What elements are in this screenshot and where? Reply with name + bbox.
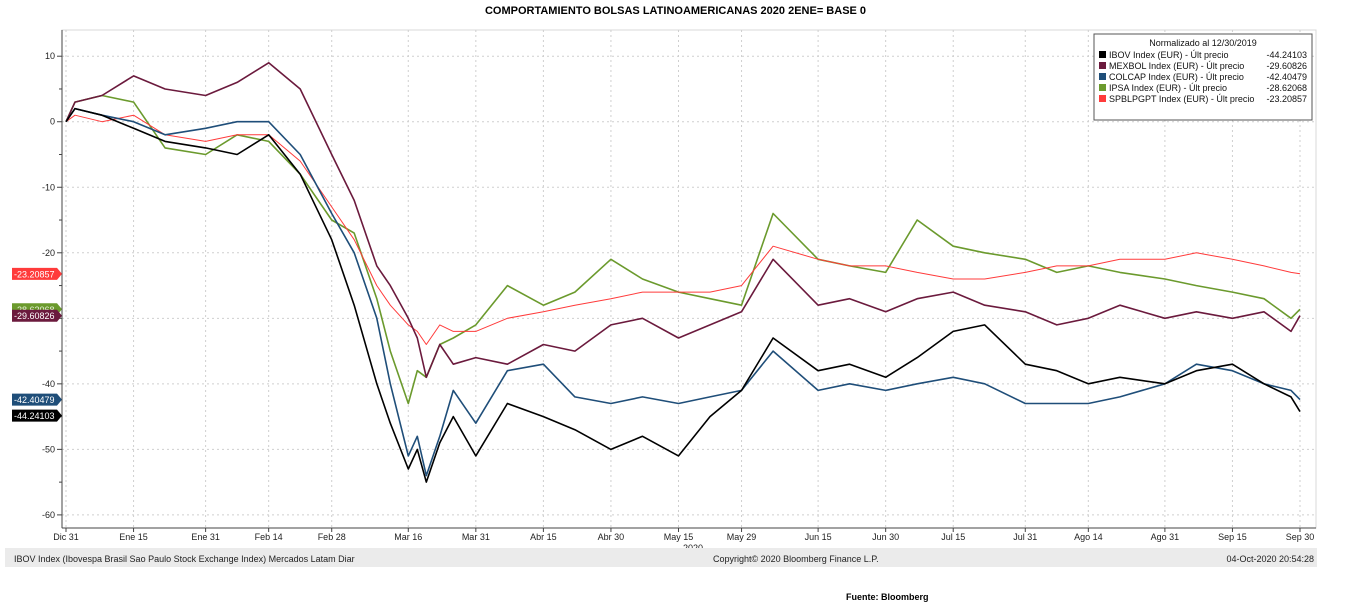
y-tick-label: 10 [45,51,55,61]
x-tick-label: Feb 14 [255,532,283,542]
x-tick-label: Sep 30 [1286,532,1315,542]
y-tick-label: -50 [42,444,55,454]
last-value-labels: -23.20857-28.62068-29.60826-42.40479-44.… [12,267,62,422]
legend-series-value: -42.40479 [1266,72,1307,82]
legend-series-name: COLCAP Index (EUR) - Últ precio [1109,72,1244,82]
y-tick-label: -40 [42,379,55,389]
footer-left-text: IBOV Index (Ibovespa Brasil Sao Paulo St… [14,554,355,564]
x-tick-label: Sep 15 [1218,532,1247,542]
x-tick-label: Jul 15 [941,532,965,542]
last-value-tag-colcap: -42.40479 [12,393,62,406]
y-tick-label: -10 [42,182,55,192]
last-value-tag-ibov: -44.24103 [12,409,62,422]
legend-series-name: IBOV Index (EUR) - Últ precio [1109,50,1229,60]
legend-series-value: -28.62068 [1266,83,1307,93]
legend-series-name: MEXBOL Index (EUR) - Últ precio [1109,61,1244,71]
legend-swatch [1099,95,1106,102]
tag-shape [12,309,62,322]
x-tick-label: Abr 30 [598,532,625,542]
legend-series-name: SPBLPGPT Index (EUR) - Últ precio [1109,94,1254,104]
series-line-colcap [65,107,1301,477]
series-line-spblpgpt [65,114,1301,345]
legend-series-name: IPSA Index (EUR) - Últ precio [1109,83,1227,93]
x-tick-label: Ene 31 [191,532,220,542]
x-tick-label: Jun 30 [872,532,899,542]
tag-value: -23.20857 [14,269,55,279]
x-tick-label: Feb 28 [318,532,346,542]
legend-swatch [1099,84,1106,91]
x-tick-label: May 15 [664,532,694,542]
x-tick-label: Mar 16 [394,532,422,542]
tag-value: -29.60826 [14,311,55,321]
last-value-tag-mexbol: -29.60826 [12,309,62,322]
grid [62,30,1316,528]
chart-title: COMPORTAMIENTO BOLSAS LATINOAMERICANAS 2… [484,5,867,17]
x-tick-label: May 29 [727,532,757,542]
tag-value: -42.40479 [14,395,55,405]
y-tick-label: -60 [42,510,55,520]
tag-shape [12,393,62,406]
y-tick-label: 0 [50,117,55,127]
series-line-ibov [65,107,1301,483]
x-tick-label: Jun 15 [805,532,832,542]
legend: Normalizado al 12/30/2019 IBOV Index (EUR… [1093,33,1313,121]
legend-series-value: -29.60826 [1266,61,1307,71]
last-value-tag-spblpgpt: -23.20857 [12,267,62,280]
legend-series-value: -44.24103 [1266,50,1307,60]
legend-swatch [1099,51,1106,58]
x-tick-label: Ago 31 [1151,532,1180,542]
footer-bar [5,548,1317,568]
x-tick-label: Mar 31 [462,532,490,542]
legend-swatch [1099,73,1106,80]
source-note: Fuente: Bloomberg [846,592,929,602]
footer-timestamp: 04-Oct-2020 20:54:28 [1226,554,1314,564]
y-tick-label: -20 [42,248,55,258]
legend-box [1093,33,1313,121]
footer-copyright: Copyright© 2020 Bloomberg Finance L.P. [713,554,879,564]
x-tick-label: Dic 31 [53,532,79,542]
legend-header: Normalizado al 12/30/2019 [1149,38,1257,48]
x-tick-label: Ago 14 [1074,532,1103,542]
tag-shape [12,267,62,280]
tag-value: -44.24103 [14,411,55,421]
legend-swatch [1099,62,1106,69]
tag-shape [12,409,62,422]
legend-series-value: -23.20857 [1266,94,1307,104]
x-tick-label: Abr 15 [530,532,557,542]
series-lines [65,61,1301,483]
series-line-mexbol [65,61,1301,379]
x-tick-label: Jul 31 [1013,532,1037,542]
x-tick-label: Ene 15 [119,532,148,542]
series-line-ipsa [65,94,1301,405]
